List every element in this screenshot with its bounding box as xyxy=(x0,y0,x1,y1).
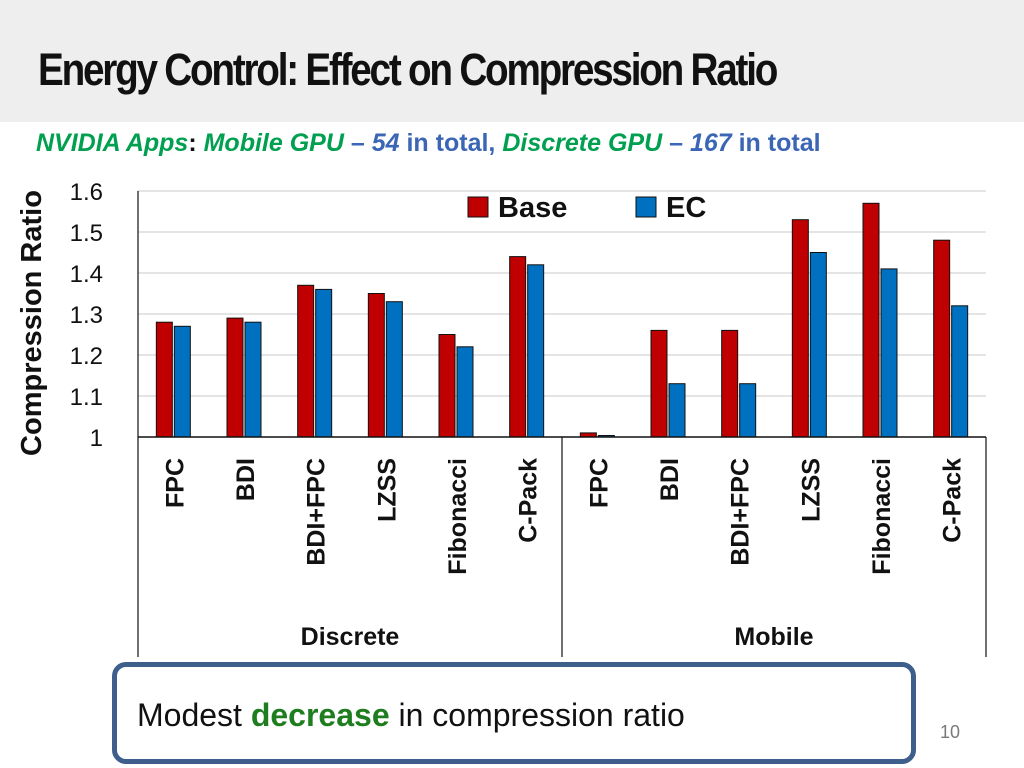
bar-ec xyxy=(173,325,191,438)
x-tick-label: Fibonacci xyxy=(444,458,472,575)
callout-text: Modest decrease in compression ratio xyxy=(137,697,685,734)
x-tick-label: FPC xyxy=(585,458,613,508)
bar-ec xyxy=(951,305,969,438)
subtitle-dash-1: – xyxy=(350,129,365,157)
legend-swatch xyxy=(635,196,657,218)
bar-base xyxy=(862,202,880,438)
legend-label: Base xyxy=(498,192,567,224)
y-tick-label: 1.1 xyxy=(70,384,103,411)
x-tick-label: BDI+FPC xyxy=(303,458,331,566)
page-number: 10 xyxy=(940,722,961,742)
subtitle-colon: : xyxy=(188,129,197,157)
subtitle-discrete-count: 167 xyxy=(689,129,732,157)
bar-base xyxy=(509,256,527,438)
y-axis-title: Compression Ratio xyxy=(16,190,48,456)
group-label: Mobile xyxy=(734,623,813,651)
subtitle-in-total-2: in total xyxy=(738,129,821,157)
x-tick-label: C-Pack xyxy=(515,458,543,543)
bar-ec xyxy=(739,383,757,438)
subtitle-in-total-1: in total, xyxy=(406,129,496,157)
bar-ec xyxy=(315,288,333,438)
compression-ratio-chart: 1 1.1 1.2 1.3 1.4 1.5 1.6 Compression Ratio FPC B… xyxy=(16,179,987,657)
y-tick-label: 1.6 xyxy=(70,179,103,206)
bar-base xyxy=(226,317,244,438)
bar-base xyxy=(367,293,385,438)
x-tick-label: BDI xyxy=(656,458,684,501)
bar-ec xyxy=(456,346,474,438)
bar-ec xyxy=(668,383,686,438)
x-tick-label: LZSS xyxy=(373,458,401,522)
bar-base xyxy=(297,284,315,438)
bar-ec xyxy=(244,321,262,438)
slide-subtitle: NVIDIA Apps: Mobile GPU – 54 in total, D… xyxy=(36,129,1016,158)
callout-suffix: in compression ratio xyxy=(398,697,685,733)
y-tick-label: 1.2 xyxy=(70,343,103,370)
bar-base xyxy=(438,334,456,438)
x-tick-label: C-Pack xyxy=(939,458,967,543)
slide-title: Energy Control: Effect on Compression Ra… xyxy=(38,44,778,95)
subtitle-discrete-label: Discrete GPU xyxy=(502,129,663,157)
bar-ec xyxy=(385,301,403,438)
bar-base xyxy=(155,321,173,438)
subtitle-mobile-count: 54 xyxy=(371,129,400,157)
y-tick-label: 1.3 xyxy=(70,302,103,329)
bar-ec xyxy=(527,264,545,438)
callout-prefix: Modest xyxy=(137,697,242,733)
callout-highlight: decrease xyxy=(250,697,390,733)
x-tick-label: Fibonacci xyxy=(868,458,896,575)
bar-base xyxy=(721,329,739,438)
y-tick-label: 1.4 xyxy=(70,261,103,288)
y-tick-label: 1 xyxy=(90,425,103,452)
y-tick-label: 1.5 xyxy=(70,220,103,247)
title-band xyxy=(0,0,1024,122)
bar-base xyxy=(791,219,809,438)
x-tick-label: BDI+FPC xyxy=(727,458,755,566)
x-tick-label: LZSS xyxy=(797,458,825,522)
bar-ec xyxy=(880,268,898,438)
subtitle-mobile-label: Mobile GPU xyxy=(203,129,344,157)
legend-label: EC xyxy=(666,192,706,224)
legend-swatch xyxy=(467,196,489,218)
x-tick-label: FPC xyxy=(161,458,189,508)
bar-ec xyxy=(809,252,827,438)
group-label: Discrete xyxy=(301,623,400,651)
subtitle-dash-2: – xyxy=(669,129,683,157)
subtitle-apps: NVIDIA Apps xyxy=(36,129,189,157)
bar-base xyxy=(933,239,951,438)
callout-box: Modest decrease in compression ratio xyxy=(112,662,916,764)
bar-base xyxy=(650,329,668,438)
x-tick-label: BDI xyxy=(232,458,260,501)
